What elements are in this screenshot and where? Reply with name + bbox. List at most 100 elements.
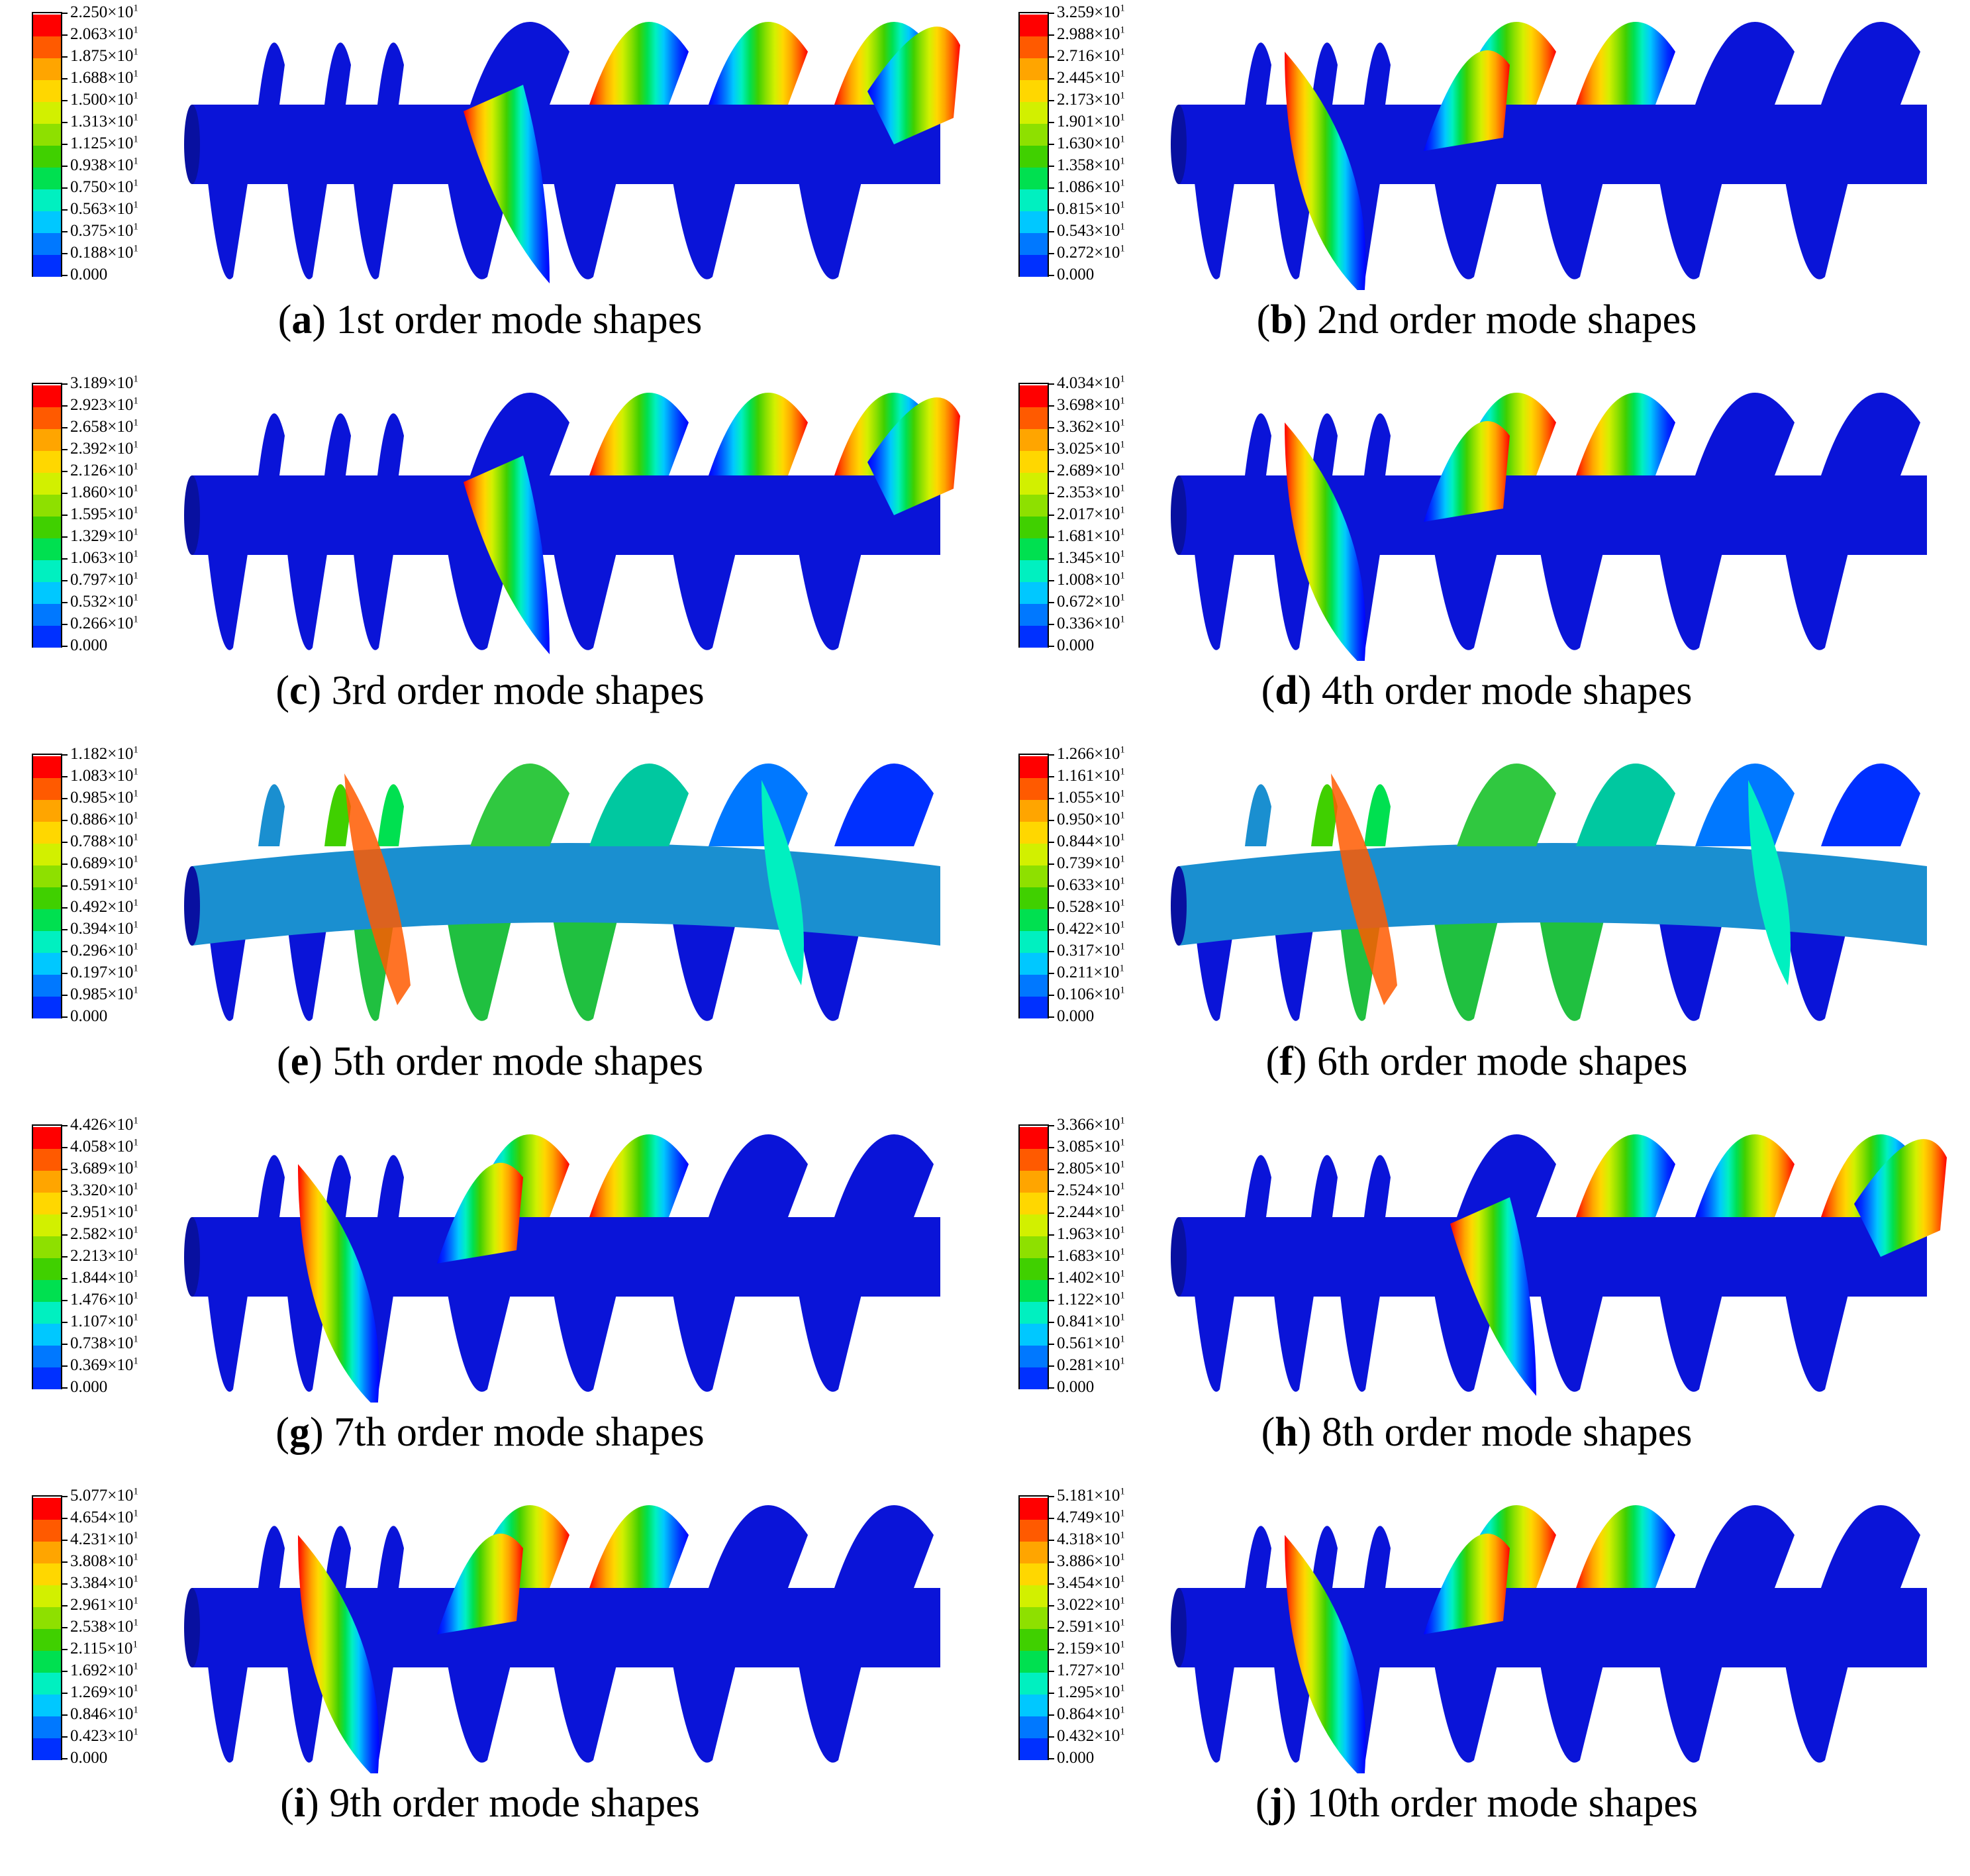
legend-exponent-power: 1 xyxy=(133,1486,138,1497)
legend-exponent-power: 1 xyxy=(1120,1639,1125,1650)
legend-color-step xyxy=(1020,80,1048,102)
legend-value: 1.860 xyxy=(70,483,108,501)
legend-value-label: 1.086×101 xyxy=(1057,178,1125,196)
legend-value: 1.476 xyxy=(70,1291,108,1308)
legend-color-step xyxy=(1020,1346,1048,1367)
upper-flight-blade xyxy=(1245,42,1271,105)
legend-tick xyxy=(1048,885,1054,887)
legend-color-step xyxy=(1020,1716,1048,1738)
legend-color-step xyxy=(1020,997,1048,1018)
legend-value-label: 0.672×101 xyxy=(1057,593,1125,611)
upper-flight-blade xyxy=(258,42,285,105)
legend-exponent-power: 1 xyxy=(1120,156,1125,167)
upper-flight-blade xyxy=(589,764,689,846)
caption-paren-close: ) xyxy=(307,668,332,713)
legend-value: 0.336 xyxy=(1057,615,1095,632)
legend-exponent-power: 1 xyxy=(133,221,138,232)
upper-flight-blade xyxy=(1457,764,1556,846)
deformed-blade xyxy=(1450,1197,1536,1396)
legend-color-step xyxy=(33,1171,61,1193)
legend-exponent-power: 1 xyxy=(133,25,138,36)
legend-value: 3.886 xyxy=(1057,1552,1095,1570)
caption-paren-open: ( xyxy=(1255,1781,1269,1826)
caption-paren-close: ) xyxy=(309,1039,333,1084)
legend-value-label: 0.738×101 xyxy=(70,1334,138,1352)
legend-tick xyxy=(61,449,68,450)
legend-color-bar xyxy=(1018,383,1049,648)
legend-color-step xyxy=(1020,560,1048,582)
caption-paren-open: ( xyxy=(1261,1410,1275,1455)
legend-value-label: 2.591×101 xyxy=(1057,1618,1125,1636)
upper-flight-blade xyxy=(709,1134,808,1217)
legend-value: 2.213 xyxy=(70,1247,108,1265)
screw-conveyor-mode-shape xyxy=(1171,1134,1947,1396)
legend-exponent: ×10 xyxy=(1094,156,1120,174)
legend-value: 0.375 xyxy=(70,222,108,240)
legend-tick xyxy=(1048,166,1054,167)
legend-value: 0.000 xyxy=(70,1378,108,1396)
deformed-blade xyxy=(1285,1535,1366,1773)
legend-exponent: ×10 xyxy=(1094,1727,1120,1745)
legend-exponent-power: 1 xyxy=(133,1268,138,1279)
lower-flight-blade xyxy=(669,899,742,1021)
legend-value: 0.689 xyxy=(70,854,108,872)
legend-exponent: ×10 xyxy=(107,527,134,545)
legend-exponent-power: 1 xyxy=(133,985,138,996)
legend-value: 2.961 xyxy=(70,1596,108,1614)
caption-text: 3rd order mode shapes xyxy=(331,668,705,713)
legend-tick xyxy=(1048,515,1054,516)
legend-value-label: 0.950×101 xyxy=(1057,811,1125,828)
legend-tick xyxy=(1048,1365,1054,1367)
legend-tick xyxy=(61,1540,68,1541)
legend-value-label: 0.689×101 xyxy=(70,854,138,872)
legend-tick xyxy=(61,1714,68,1716)
panel-caption: (j) 10th order mode shapes xyxy=(1000,1780,1953,1826)
legend-exponent: ×10 xyxy=(1094,920,1120,938)
legend-exponent-power: 1 xyxy=(1120,1181,1125,1192)
legend-tick xyxy=(1048,471,1054,472)
legend-color-step xyxy=(1020,1673,1048,1695)
upper-flight-blade xyxy=(709,1505,808,1588)
legend-exponent: ×10 xyxy=(107,1530,134,1548)
legend-exponent: ×10 xyxy=(1094,985,1120,1003)
legend-tick xyxy=(61,34,68,36)
legend-value: 0.281 xyxy=(1057,1356,1095,1374)
legend-color-step xyxy=(33,1236,61,1258)
legend-exponent: ×10 xyxy=(107,549,134,567)
lower-flight-blade xyxy=(550,1270,622,1392)
lower-flight-blade xyxy=(550,899,622,1021)
legend-exponent: ×10 xyxy=(1094,1291,1120,1308)
legend-value: 0.296 xyxy=(70,942,108,960)
legend-exponent: ×10 xyxy=(1094,1552,1120,1570)
lower-flight-blade xyxy=(550,158,622,279)
legend-value: 2.126 xyxy=(70,462,108,479)
legend-exponent-power: 1 xyxy=(133,461,138,472)
legend-tick xyxy=(61,1300,68,1301)
legend-value-label: 0.422×101 xyxy=(1057,920,1125,938)
caption-paren-close: ) xyxy=(305,1781,330,1826)
legend-exponent-power: 1 xyxy=(1120,1224,1125,1236)
legend-color-step xyxy=(33,36,61,58)
legend-color-step xyxy=(1020,1738,1048,1760)
legend-value: 0.950 xyxy=(1057,811,1095,828)
legend-exponent-power: 1 xyxy=(133,963,138,974)
legend-color-step xyxy=(33,953,61,975)
legend-color-step xyxy=(33,1280,61,1302)
legend-value-label: 0.188×101 xyxy=(70,244,138,262)
legend-exponent: ×10 xyxy=(1094,1705,1120,1723)
panel-caption: (g) 7th order mode shapes xyxy=(13,1409,967,1456)
legend-exponent-power: 1 xyxy=(133,788,138,799)
legend-color-bar xyxy=(32,12,62,277)
upper-flight-blade xyxy=(258,413,285,475)
legend-exponent-power: 1 xyxy=(1120,832,1125,843)
lower-flight-blade xyxy=(285,528,331,650)
caption-text: 5th order mode shapes xyxy=(332,1039,703,1084)
legend-value: 3.454 xyxy=(1057,1574,1095,1592)
legend-value: 1.692 xyxy=(70,1661,108,1679)
legend-tick xyxy=(1048,929,1054,930)
legend-tick xyxy=(1048,580,1054,581)
lower-flight-blade xyxy=(1430,1641,1503,1763)
deformed-blade xyxy=(437,1533,523,1634)
legend-exponent: ×10 xyxy=(107,244,134,262)
legend-value-label: 2.115×101 xyxy=(70,1640,138,1657)
